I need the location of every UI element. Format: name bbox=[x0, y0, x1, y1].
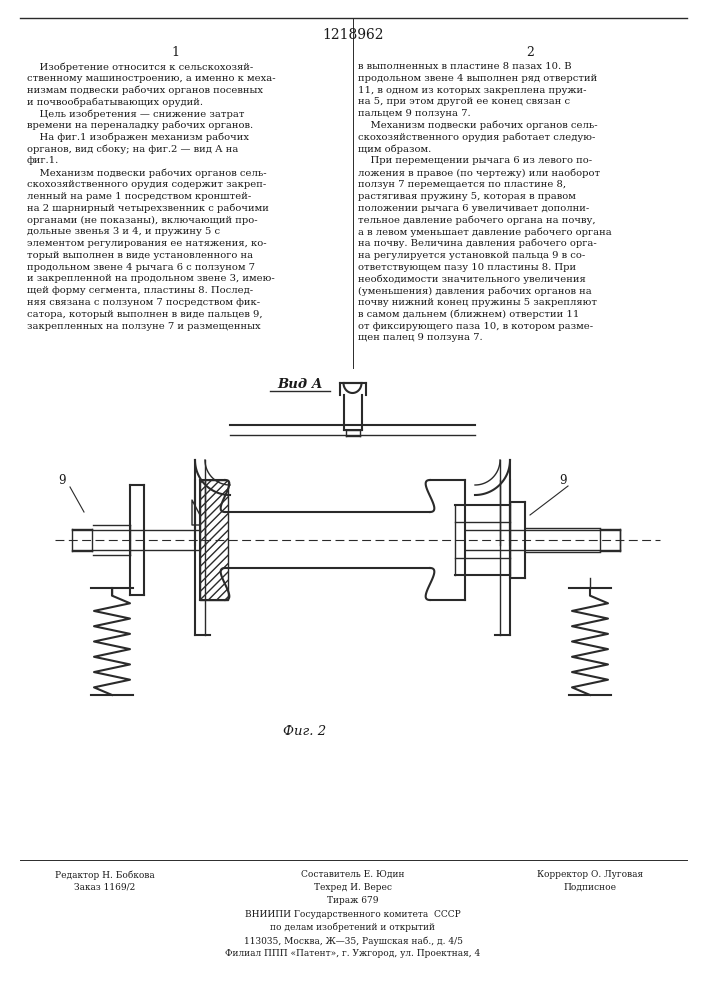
Text: необходимости значительного увеличения: необходимости значительного увеличения bbox=[358, 274, 586, 284]
Text: 1218962: 1218962 bbox=[322, 28, 384, 42]
Text: времени на переналадку рабочих органов.: времени на переналадку рабочих органов. bbox=[27, 121, 253, 130]
Text: ответствующем пазу 10 пластины 8. При: ответствующем пазу 10 пластины 8. При bbox=[358, 263, 576, 272]
Text: Редактор Н. Бобкова: Редактор Н. Бобкова bbox=[55, 870, 155, 880]
Text: Изобретение относится к сельскохозяй-: Изобретение относится к сельскохозяй- bbox=[27, 62, 253, 72]
Text: Механизм подвески рабочих органов сель-: Механизм подвески рабочих органов сель- bbox=[27, 168, 267, 178]
Text: ленный на раме 1 посредством кронштей-: ленный на раме 1 посредством кронштей- bbox=[27, 192, 251, 201]
Text: 1: 1 bbox=[171, 45, 179, 58]
Text: в самом дальнем (ближнем) отверстии 11: в самом дальнем (ближнем) отверстии 11 bbox=[358, 310, 579, 319]
Text: 9: 9 bbox=[559, 474, 567, 487]
Text: почву нижний конец пружины 5 закрепляют: почву нижний конец пружины 5 закрепляют bbox=[358, 298, 597, 307]
Text: На фиг.1 изображен механизм рабочих: На фиг.1 изображен механизм рабочих bbox=[27, 133, 249, 142]
Text: 9: 9 bbox=[58, 474, 66, 487]
Text: Филиал ППП «Патент», г. Ужгород, ул. Проектная, 4: Филиал ППП «Патент», г. Ужгород, ул. Про… bbox=[226, 949, 481, 958]
Text: фиг.1.: фиг.1. bbox=[27, 156, 59, 165]
Text: скохозяйственного орудия работает следую-: скохозяйственного орудия работает следую… bbox=[358, 133, 595, 142]
Text: няя связана с ползуном 7 посредством фик-: няя связана с ползуном 7 посредством фик… bbox=[27, 298, 260, 307]
Text: продольном звене 4 рычага 6 с ползуном 7: продольном звене 4 рычага 6 с ползуном 7 bbox=[27, 263, 255, 272]
Text: Техред И. Верес: Техред И. Верес bbox=[314, 883, 392, 892]
Text: щим образом.: щим образом. bbox=[358, 145, 431, 154]
Text: ложения в правое (по чертежу) или наоборот: ложения в правое (по чертежу) или наобор… bbox=[358, 168, 600, 178]
Text: на почву. Величина давления рабочего орга-: на почву. Величина давления рабочего орг… bbox=[358, 239, 597, 248]
Text: ственному машиностроению, а именно к меха-: ственному машиностроению, а именно к мех… bbox=[27, 74, 276, 83]
Text: щей форму сегмента, пластины 8. Послед-: щей форму сегмента, пластины 8. Послед- bbox=[27, 286, 253, 295]
Text: положении рычага 6 увеличивает дополни-: положении рычага 6 увеличивает дополни- bbox=[358, 204, 589, 213]
Text: скохозяйственного орудия содержит закреп-: скохозяйственного орудия содержит закреп… bbox=[27, 180, 267, 189]
Text: щен палец 9 ползуна 7.: щен палец 9 ползуна 7. bbox=[358, 333, 483, 342]
Text: на 5, при этом другой ее конец связан с: на 5, при этом другой ее конец связан с bbox=[358, 97, 570, 106]
Text: 11, в одном из которых закреплена пружи-: 11, в одном из которых закреплена пружи- bbox=[358, 86, 587, 95]
Text: и почвообрабатывающих орудий.: и почвообрабатывающих орудий. bbox=[27, 97, 203, 107]
Text: на 2 шарнирный четырехзвенник с рабочими: на 2 шарнирный четырехзвенник с рабочими bbox=[27, 204, 269, 213]
Text: Составитель Е. Юдин: Составитель Е. Юдин bbox=[301, 870, 404, 879]
Text: 2: 2 bbox=[526, 45, 534, 58]
Text: закрепленных на ползуне 7 и размещенных: закрепленных на ползуне 7 и размещенных bbox=[27, 322, 261, 331]
Text: Подписное: Подписное bbox=[563, 883, 617, 892]
Text: Заказ 1169/2: Заказ 1169/2 bbox=[74, 883, 136, 892]
Text: дольные звенья 3 и 4, и пружину 5 с: дольные звенья 3 и 4, и пружину 5 с bbox=[27, 227, 220, 236]
Text: Механизм подвески рабочих органов сель-: Механизм подвески рабочих органов сель- bbox=[358, 121, 597, 130]
Text: Вид А: Вид А bbox=[277, 378, 323, 391]
Text: Цель изобретения — снижение затрат: Цель изобретения — снижение затрат bbox=[27, 109, 245, 119]
Text: органов, вид сбоку; на фиг.2 — вид А на: органов, вид сбоку; на фиг.2 — вид А на bbox=[27, 145, 238, 154]
Text: от фиксирующего паза 10, в котором разме-: от фиксирующего паза 10, в котором разме… bbox=[358, 322, 593, 331]
Text: ВНИИПИ Государственного комитета  СССР: ВНИИПИ Государственного комитета СССР bbox=[245, 910, 461, 919]
Text: в выполненных в пластине 8 пазах 10. В: в выполненных в пластине 8 пазах 10. В bbox=[358, 62, 572, 71]
Text: сатора, который выполнен в виде пальцев 9,: сатора, который выполнен в виде пальцев … bbox=[27, 310, 262, 319]
Text: растягивая пружину 5, которая в правом: растягивая пружину 5, которая в правом bbox=[358, 192, 576, 201]
Text: Корректор О. Луговая: Корректор О. Луговая bbox=[537, 870, 643, 879]
Text: и закрепленной на продольном звене 3, имею-: и закрепленной на продольном звене 3, им… bbox=[27, 274, 275, 283]
Text: торый выполнен в виде установленного на: торый выполнен в виде установленного на bbox=[27, 251, 253, 260]
Text: (уменьшения) давления рабочих органов на: (уменьшения) давления рабочих органов на bbox=[358, 286, 592, 296]
Text: на регулируется установкой пальца 9 в со-: на регулируется установкой пальца 9 в со… bbox=[358, 251, 585, 260]
Text: низмам подвески рабочих органов посевных: низмам подвески рабочих органов посевных bbox=[27, 86, 263, 95]
Text: пальцем 9 ползуна 7.: пальцем 9 ползуна 7. bbox=[358, 109, 471, 118]
Text: элементом регулирования ее натяжения, ко-: элементом регулирования ее натяжения, ко… bbox=[27, 239, 267, 248]
Text: Фиг. 2: Фиг. 2 bbox=[284, 725, 327, 738]
Text: Тираж 679: Тираж 679 bbox=[327, 896, 379, 905]
Text: продольном звене 4 выполнен ряд отверстий: продольном звене 4 выполнен ряд отверсти… bbox=[358, 74, 597, 83]
Text: органами (не показаны), включающий про-: органами (не показаны), включающий про- bbox=[27, 215, 257, 225]
Text: а в левом уменьшает давление рабочего органа: а в левом уменьшает давление рабочего ор… bbox=[358, 227, 612, 237]
Text: ползун 7 перемещается по пластине 8,: ползун 7 перемещается по пластине 8, bbox=[358, 180, 566, 189]
Text: тельное давление рабочего органа на почву,: тельное давление рабочего органа на почв… bbox=[358, 215, 595, 225]
Text: по делам изобретений и открытий: по делам изобретений и открытий bbox=[271, 923, 436, 932]
Text: 113035, Москва, Ж—35, Раушская наб., д. 4/5: 113035, Москва, Ж—35, Раушская наб., д. … bbox=[243, 936, 462, 946]
Text: При перемещении рычага 6 из левого по-: При перемещении рычага 6 из левого по- bbox=[358, 156, 592, 165]
Bar bbox=[200, 480, 228, 600]
